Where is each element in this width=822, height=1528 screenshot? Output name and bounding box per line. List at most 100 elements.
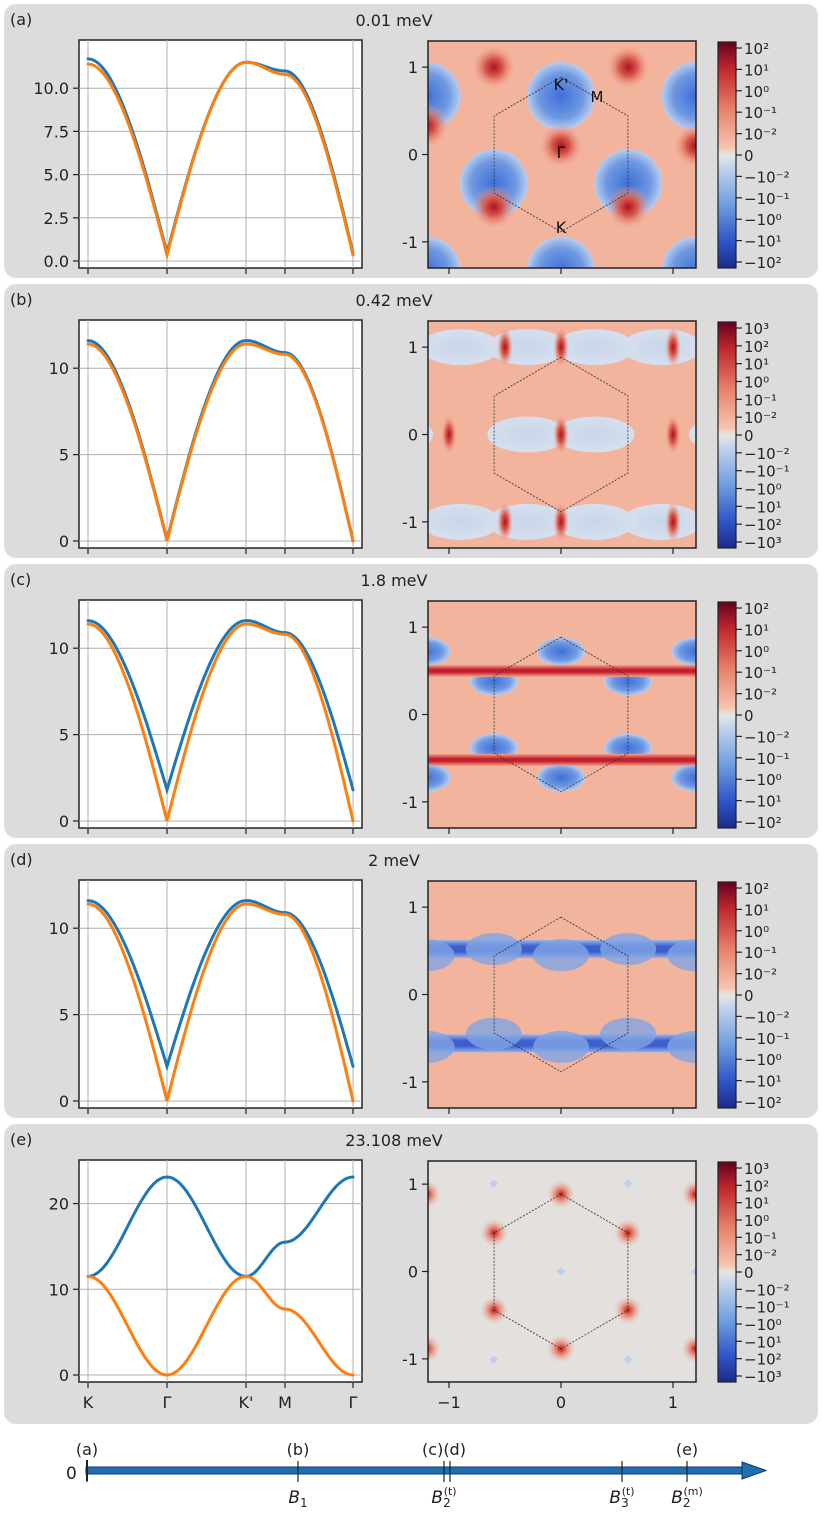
colorbar-tick-label: 10⁻² (744, 409, 777, 427)
band-plot-frame (78, 39, 363, 269)
colorbar-tick-label: 10⁻² (744, 126, 777, 144)
map-x-tick-label: −1 (437, 1393, 461, 1412)
colorbar-tick-label: 10⁰ (744, 643, 769, 661)
colorbar-tick-label: 10⁻¹ (744, 944, 777, 962)
y-tick-label: 7.5 (44, 122, 69, 141)
timeline-arrow-head (741, 1461, 768, 1480)
berry-curvature-map: 1 0 -1 K' M Γ K (402, 40, 697, 274)
positive-curvature-line (428, 664, 696, 677)
negative-curvature-point (623, 1179, 633, 1188)
map-image (428, 601, 696, 828)
y-tick-label: 10 (49, 1280, 69, 1299)
negative-curvature-region (671, 637, 696, 666)
colorbar-tick-label: 10³ (744, 1160, 769, 1178)
map-y-tick-label: 0 (408, 986, 418, 1005)
berry-curvature-map: 1 0 -1 (402, 880, 697, 1114)
y-tick-label: 0.0 (44, 252, 69, 271)
colorbar-tick-label: 10⁰ (744, 1212, 769, 1230)
negative-curvature-region (428, 425, 433, 444)
colorbar: 10² 10¹ 10⁰ 10⁻¹ 10⁻² 0 −10⁻² −10⁻¹ −10⁰ −10¹ −10² (717, 600, 790, 832)
berry-curvature-map: 1 0 -1 (402, 600, 697, 834)
positive-curvature-peak (428, 103, 449, 148)
x-tick-label: K' (239, 1393, 254, 1412)
colorbar-tick-label: −10⁻¹ (744, 1299, 790, 1317)
y-tick-label: 0 (59, 812, 69, 831)
negative-curvature-region (661, 236, 696, 268)
colorbar-tick-label: −10⁻² (744, 728, 790, 746)
colorbar-tick-label: −10¹ (744, 1073, 782, 1091)
colorbar-tick-label: 0 (744, 427, 754, 445)
colorbar-tick-label: 10⁻¹ (744, 664, 777, 682)
positive-curvature-line (428, 753, 696, 766)
negative-curvature-point (556, 1267, 566, 1276)
band-plot: 0 5 10 (49, 599, 363, 834)
map-y-tick-label: -1 (402, 1350, 418, 1369)
map-y-tick-label: -1 (402, 1073, 418, 1092)
negative-curvature-region (554, 503, 635, 540)
negative-curvature-point (489, 1355, 499, 1364)
negative-curvature-point (489, 1179, 499, 1188)
colorbar-tick-label: 10³ (744, 320, 769, 338)
map-y-tick-label: -1 (402, 233, 418, 252)
y-tick-label: 10 (49, 639, 69, 658)
brillouin-zone-hexagon (493, 636, 629, 793)
positive-curvature-peak (553, 501, 569, 542)
label-gamma: Γ (557, 143, 566, 162)
negative-curvature-region (465, 1017, 522, 1050)
colorbar-tick-label: −10⁻² (744, 1281, 790, 1299)
colorbar: 10² 10¹ 10⁰ 10⁻¹ 10⁻² 0 −10⁻² −10⁻¹ −10⁰ −10¹ −10² (717, 40, 790, 272)
colorbar-tick-label: 10⁻² (744, 966, 777, 984)
panel-label: (d) (10, 850, 33, 869)
negative-curvature-region (428, 503, 501, 540)
y-tick-label: 5 (59, 1006, 69, 1025)
positive-curvature-peak (497, 501, 513, 542)
band-plot-frame (78, 879, 363, 1109)
y-tick-label: 5 (59, 446, 69, 465)
positive-curvature-peak (497, 327, 513, 368)
x-tick-label: K (83, 1393, 94, 1412)
colorbar-tick-label: 10² (744, 600, 769, 618)
colorbar-tick-label: −10² (744, 1351, 782, 1369)
y-tick-label: 2.5 (44, 209, 69, 228)
panel-label: (a) (10, 10, 32, 29)
colorbar-tick-label: −10⁻¹ (744, 190, 790, 208)
positive-curvature-peak (681, 1334, 696, 1363)
colorbar: 10³10²10¹10⁰10⁻¹10⁻²0−10⁻²−10⁻¹−10⁰−10¹−… (717, 1160, 790, 1386)
negative-curvature-region (428, 637, 451, 666)
colorbar-tick-label: 10⁻¹ (744, 1229, 777, 1247)
negative-curvature-region (667, 1030, 696, 1063)
panel-title: 1.8 meV (361, 571, 428, 590)
map-y-tick-label: 0 (408, 706, 418, 725)
positive-curvature-peak (606, 184, 651, 229)
colorbar-tick-label: 10¹ (744, 356, 769, 374)
band-line-lower (86, 902, 355, 1103)
y-tick-label: 10 (49, 359, 69, 378)
panel-title: 23.108 meV (345, 1131, 443, 1150)
map-y-tick-label: 1 (408, 898, 418, 917)
colorbar-tick-label: −10⁻¹ (744, 750, 790, 768)
panel-title: 0.01 meV (355, 11, 432, 30)
panel-label: (b) (10, 290, 33, 309)
band-plot: 0 5 10 (49, 319, 363, 554)
band-line-lower (86, 622, 355, 823)
y-tick-label: 20 (49, 1195, 69, 1214)
colorbar-tick-label: −10⁰ (744, 1316, 782, 1334)
positive-curvature-peak (673, 123, 696, 168)
colorbar-tick-label: −10⁰ (744, 771, 782, 789)
negative-curvature-region (667, 939, 696, 972)
band-plot: 0 10 20 K Γ K' M Γ (49, 1159, 363, 1412)
timeline-top-label: (e) (676, 1440, 698, 1459)
colorbar-tick-label: −10⁰ (744, 1051, 782, 1069)
map-y-tick-label: 1 (408, 58, 418, 77)
colorbar-tick-label: −10⁻¹ (744, 463, 790, 481)
brillouin-zone-hexagon (493, 76, 629, 233)
brillouin-zone-hexagon (493, 356, 629, 513)
colorbar-tick-label: −10⁻² (744, 168, 790, 186)
y-tick-label: 10.0 (33, 79, 69, 98)
colorbar-tick-label: 10⁰ (744, 923, 769, 941)
map-image (428, 41, 696, 268)
negative-curvature-region (428, 329, 501, 366)
timeline-top-label: (b) (287, 1440, 310, 1459)
map-y-tick-label: 0 (408, 426, 418, 445)
band-line-lower (86, 1274, 355, 1377)
